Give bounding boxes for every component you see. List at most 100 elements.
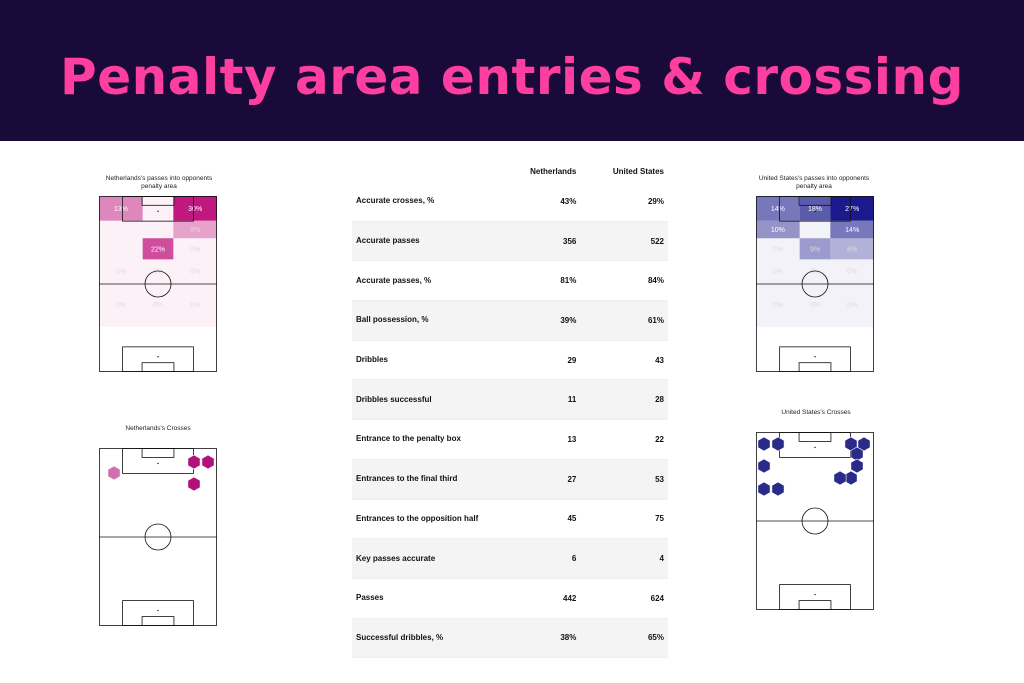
zone-label: 0% bbox=[773, 268, 783, 275]
zone-label: 30% bbox=[188, 206, 202, 213]
row-us-value: 29% bbox=[580, 182, 668, 222]
bottom-penalty-spot bbox=[814, 593, 816, 596]
zone-label: 0% bbox=[773, 302, 783, 309]
zone-cell bbox=[830, 238, 874, 260]
title-banner: Penalty area entries & crossing bbox=[0, 0, 1024, 141]
table-row: Dribbles successful 11 28 bbox=[352, 379, 668, 421]
zone-cell bbox=[99, 282, 143, 328]
row-us-value: 61% bbox=[580, 300, 668, 341]
cross-hexbin bbox=[757, 436, 771, 452]
bottom-six-yard-box bbox=[798, 600, 832, 610]
table-row: Accurate crosses, % 43% 29% bbox=[352, 182, 668, 222]
row-nl-value: 356 bbox=[500, 221, 581, 262]
row-metric: Entrances to the final third bbox=[352, 459, 500, 500]
zone-label: 0% bbox=[847, 268, 857, 275]
table-row: Entrance to the penalty box 13 22 bbox=[352, 419, 668, 460]
zone-label: 14% bbox=[845, 227, 859, 234]
zone-cell bbox=[142, 220, 174, 239]
row-nl-value: 45 bbox=[500, 499, 581, 540]
us-crosses-pitch bbox=[756, 432, 874, 610]
nl-crosses-pitch bbox=[99, 448, 217, 626]
row-nl-value: 6 bbox=[500, 538, 581, 579]
cross-hexbin bbox=[833, 470, 847, 486]
row-metric: Ball possession, % bbox=[352, 300, 500, 341]
row-metric: Successful dribbles, % bbox=[352, 618, 500, 659]
us-penalty-entries-pitch: 14% 18% 27% 10% 14% 0% 9% 6% 0% 0% 0% 0% 0% 0% bbox=[756, 196, 874, 372]
zone-cell bbox=[142, 282, 174, 328]
zone-cell bbox=[756, 238, 800, 260]
top-penalty-spot bbox=[157, 210, 159, 212]
row-metric: Entrances to the opposition half bbox=[352, 499, 500, 540]
bottom-penalty-box bbox=[122, 346, 194, 372]
us-crosses-title: United States's Crosses bbox=[781, 409, 851, 416]
table-row: Accurate passes, % 81% 84% bbox=[352, 260, 668, 302]
zone-cell bbox=[173, 196, 217, 221]
bottom-six-yard-box bbox=[798, 362, 832, 372]
zone-label: 0% bbox=[847, 302, 857, 309]
row-metric: Accurate crosses, % bbox=[352, 182, 500, 222]
zone-cell bbox=[799, 238, 831, 260]
zone-cell bbox=[830, 282, 874, 328]
zone-label: 18% bbox=[808, 206, 822, 213]
zone-label: 0% bbox=[810, 268, 820, 275]
zone-cell bbox=[799, 196, 831, 221]
row-nl-value: 11 bbox=[500, 379, 581, 421]
row-us-value: 75 bbox=[580, 499, 668, 540]
top-six-yard-box bbox=[141, 196, 175, 206]
zone-cell bbox=[799, 282, 831, 328]
table-header-metric bbox=[352, 160, 500, 182]
zone-label: 0% bbox=[190, 268, 200, 275]
comparison-table: Netherlands United States Accurate cross… bbox=[352, 160, 668, 659]
zone-cell bbox=[756, 282, 800, 328]
top-penalty-spot bbox=[814, 210, 816, 212]
cross-hexbin bbox=[757, 481, 771, 497]
zone-cell bbox=[756, 259, 800, 283]
row-metric: Passes bbox=[352, 578, 500, 619]
zone-cell bbox=[142, 196, 174, 221]
bottom-penalty-box bbox=[779, 584, 851, 610]
bottom-penalty-spot bbox=[814, 356, 816, 358]
cross-hexbin bbox=[850, 458, 864, 474]
top-penalty-spot bbox=[157, 462, 159, 465]
zone-label: 9% bbox=[810, 246, 820, 253]
cross-hexbin bbox=[757, 458, 771, 474]
table-header-united-states: United States bbox=[612, 166, 664, 176]
cross-hexbin bbox=[844, 470, 858, 486]
row-nl-value: 81% bbox=[500, 260, 581, 302]
row-metric: Dribbles successful bbox=[352, 379, 500, 421]
row-nl-value: 39% bbox=[500, 300, 581, 341]
zone-label: 9% bbox=[190, 227, 200, 234]
table-header-row: Netherlands United States bbox=[352, 160, 668, 182]
cross-hexbin bbox=[771, 436, 785, 452]
row-nl-value: 29 bbox=[500, 340, 581, 381]
bottom-six-yard-box bbox=[141, 616, 175, 626]
row-us-value: 4 bbox=[580, 538, 668, 579]
zone-cell bbox=[173, 220, 217, 239]
zone-label: 10% bbox=[771, 227, 785, 234]
zone-label: 0% bbox=[153, 268, 163, 275]
top-six-yard-box bbox=[798, 196, 832, 206]
row-us-value: 53 bbox=[580, 459, 668, 500]
cross-hexbin bbox=[857, 436, 871, 452]
row-metric: Key passes accurate bbox=[352, 538, 500, 579]
table-row: Key passes accurate 6 4 bbox=[352, 538, 668, 579]
zone-label: 0% bbox=[116, 268, 126, 275]
zone-cell bbox=[173, 259, 217, 283]
zone-label: 22% bbox=[151, 246, 165, 253]
row-us-value: 22 bbox=[580, 419, 668, 460]
zone-label: 0% bbox=[153, 302, 163, 309]
row-nl-value: 38% bbox=[500, 618, 581, 659]
table-header-netherlands: Netherlands bbox=[530, 166, 577, 176]
us-pa-title: United States's passes into opponents pe… bbox=[758, 175, 870, 190]
zone-label: 0% bbox=[190, 302, 200, 309]
top-penalty-spot bbox=[814, 446, 816, 449]
zone-cell bbox=[99, 259, 143, 283]
zone-label: 0% bbox=[190, 246, 200, 253]
bottom-penalty-box bbox=[122, 600, 194, 626]
top-six-yard-box bbox=[798, 432, 832, 442]
nl-penalty-entries-pitch: 13% 30% 9% 22% 0% 0% 0% 0% 0% 0% 0% bbox=[99, 196, 217, 372]
table-row: Passes 442 624 bbox=[352, 578, 668, 619]
row-metric: Accurate passes, % bbox=[352, 260, 500, 302]
zone-cell bbox=[142, 238, 174, 260]
zone-cell bbox=[830, 259, 874, 283]
